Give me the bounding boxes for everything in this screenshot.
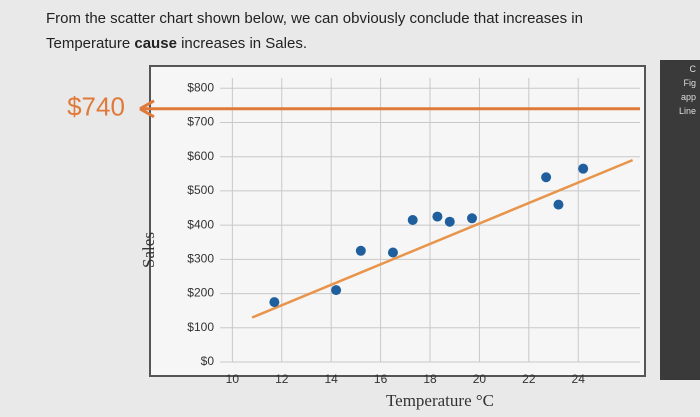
- x-tick-label: 20: [473, 372, 487, 386]
- y-tick-label: $500: [187, 183, 214, 197]
- annotation-arrow: [139, 99, 155, 119]
- question-emphasis: cause: [134, 35, 177, 52]
- question-text: increases in Sales.: [176, 35, 307, 52]
- point: [541, 172, 552, 183]
- sidebar-text: C: [689, 64, 697, 74]
- chart-frame: [149, 65, 646, 377]
- point: [578, 163, 589, 174]
- y-tick-label: $0: [201, 354, 215, 368]
- point: [269, 297, 280, 308]
- x-tick-label: 12: [275, 372, 289, 386]
- sidebar-text: app: [680, 92, 696, 102]
- point: [467, 213, 477, 224]
- y-tick-label: $300: [187, 252, 214, 266]
- question: From the scatter chart shown below, we c…: [46, 6, 646, 56]
- y-tick-label: $400: [187, 217, 214, 231]
- y-tick-label: $100: [187, 320, 214, 334]
- x-tick-label: 18: [423, 372, 437, 386]
- trendline: [251, 158, 634, 319]
- point: [331, 285, 342, 296]
- y-tick-label: $800: [187, 80, 214, 94]
- point: [407, 215, 418, 225]
- y-tick-label: $200: [187, 286, 214, 300]
- x-tick-label: 24: [572, 372, 586, 386]
- point: [387, 247, 398, 258]
- point: [444, 216, 455, 227]
- x-tick-label: 22: [522, 372, 536, 386]
- sidebar: C Fig app Line: [660, 60, 700, 380]
- sidebar-text: Fig: [683, 78, 696, 88]
- x-tick-label: 10: [226, 372, 240, 386]
- y-tick-label: $600: [187, 149, 214, 163]
- x-tick-label: 16: [374, 372, 388, 386]
- sidebar-text: Line: [678, 106, 696, 116]
- annotation-label: $740: [67, 92, 125, 122]
- question-text: From the scatter chart shown below, we c…: [46, 10, 583, 52]
- y-axis-label: Sales: [139, 232, 158, 268]
- point: [553, 199, 564, 210]
- x-axis-label: Temperature °C: [386, 391, 494, 410]
- point: [355, 245, 366, 256]
- point: [432, 211, 443, 222]
- chart: Sales Temperature °C $0 $100 $200 $300 $400 $…: [67, 65, 646, 410]
- x-tick-label: 14: [324, 372, 338, 386]
- y-tick-label: $700: [187, 115, 214, 129]
